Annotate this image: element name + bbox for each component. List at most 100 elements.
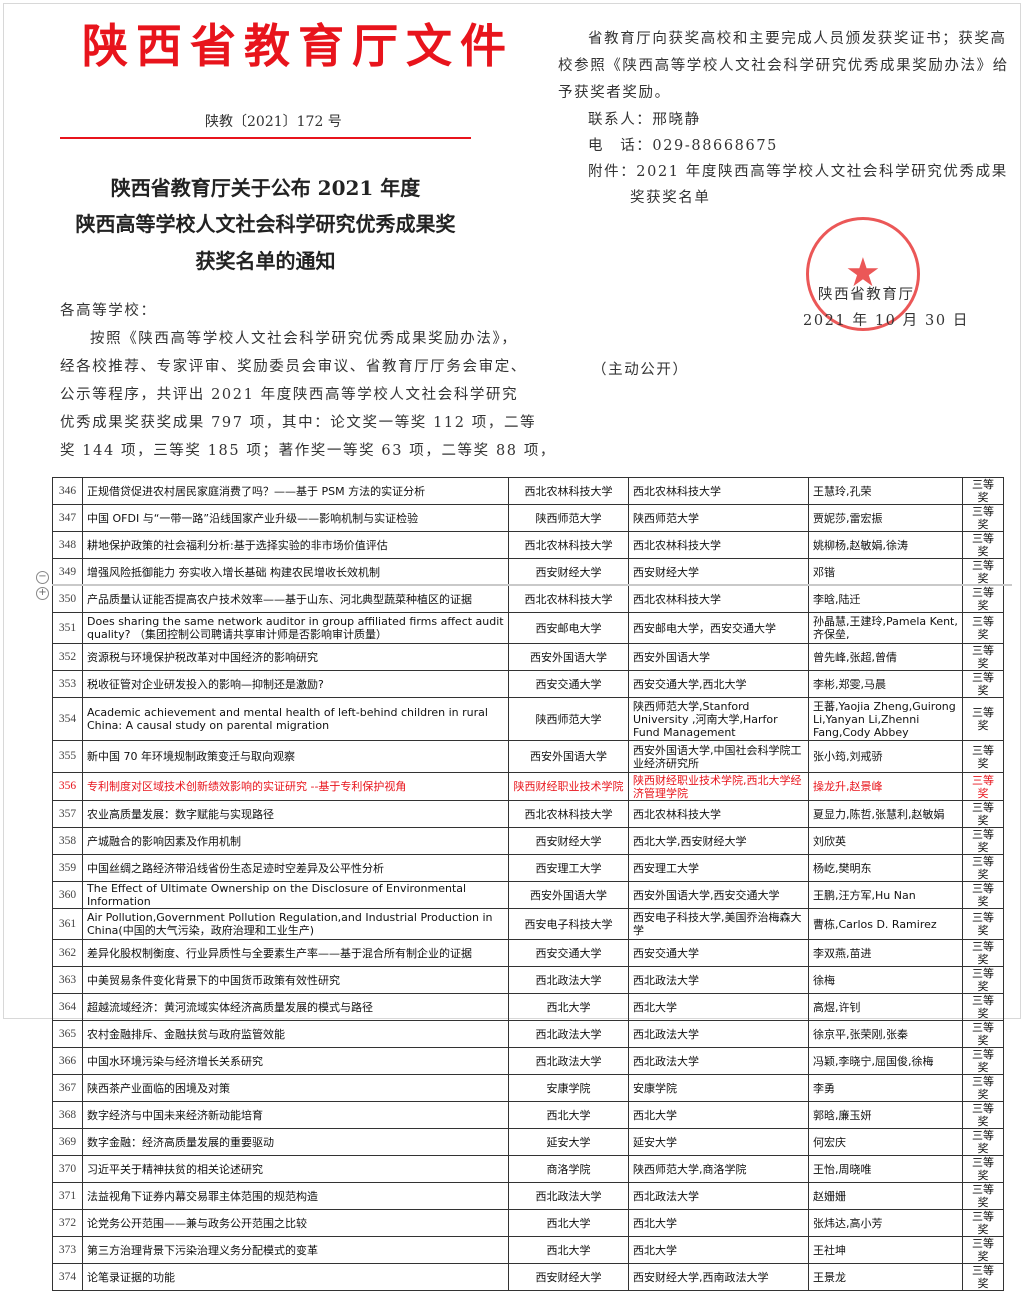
attachment-line: 附件：2021 年度陕西高等学校人文社会科学研究优秀成果 bbox=[588, 164, 1008, 180]
row-number: 373 bbox=[52, 1236, 83, 1264]
row-authors: 刘欣英 bbox=[808, 827, 963, 855]
row-authors: 姚柳杨,赵敏娟,徐涛 bbox=[808, 531, 963, 559]
row-school: 西北农林科技大学 bbox=[508, 477, 629, 505]
row-number: 370 bbox=[52, 1155, 83, 1183]
right-body-line: 校参照《陕西高等学校人文社会科学研究优秀成果奖励办法》给 bbox=[558, 58, 1009, 74]
row-units: 西北农林科技大学 bbox=[628, 585, 809, 613]
table-row: 361 Air Pollution,Government Pollution Re… bbox=[52, 908, 1004, 940]
row-units: 西安电子科技大学,美国乔治梅森大学 bbox=[628, 908, 809, 940]
table-row: 356 专利制度对区域技术创新绩效影响的实证研究 --基于专利保护视角 陕西财经职业… bbox=[52, 772, 1004, 801]
document-header-title: 陕西省教育厅文件 bbox=[82, 19, 514, 73]
table-row: 369 数字金融：经济高质量发展的重要驱动 延安大学 延安大学 何宏庆 三等奖 bbox=[52, 1128, 1004, 1156]
row-award: 三等奖 bbox=[962, 1128, 1004, 1156]
row-title: 正规借贷促进农村居民家庭消费了吗？——基于 PSM 方法的实证分析 bbox=[82, 477, 509, 505]
row-authors: 贾妮莎,雷宏振 bbox=[808, 504, 963, 532]
table-row: 362 差异化股权制衡度、行业异质性与全要素生产率——基于混合所有制企业的证据 西安… bbox=[52, 939, 1004, 967]
row-school: 西安理工大学 bbox=[508, 854, 629, 882]
row-authors: 冯颖,李晓宁,屈国俊,徐梅 bbox=[808, 1047, 963, 1075]
row-award: 三等奖 bbox=[962, 1020, 1004, 1048]
row-title: 陕西茶产业面临的困境及对策 bbox=[82, 1074, 509, 1102]
body-line: 奖 144 项，三等奖 185 项；著作奖一等奖 63 项，二等奖 88 项， bbox=[60, 443, 557, 459]
table-row: 353 税收征管对企业研发投入的影响—抑制还是激励? 西安交通大学 西安交通大学,西北… bbox=[52, 670, 1004, 698]
row-school: 西北农林科技大学 bbox=[508, 800, 629, 828]
disclosure-label: （主动公开） bbox=[592, 362, 689, 378]
row-award: 三等奖 bbox=[962, 800, 1004, 828]
row-title: 法益视角下证券内幕交易罪主体范围的规范构造 bbox=[82, 1182, 509, 1210]
row-title: 中国丝绸之路经济带沿线省份生态足迹时空差异及公平性分析 bbox=[82, 854, 509, 882]
row-award: 三等奖 bbox=[962, 1101, 1004, 1129]
row-number: 354 bbox=[52, 697, 83, 741]
table-row: 371 法益视角下证券内幕交易罪主体范围的规范构造 西北政法大学 西北政法大学 赵姗姗三… bbox=[52, 1182, 1004, 1210]
row-number: 353 bbox=[52, 670, 83, 698]
row-school: 西安邮电大学 bbox=[508, 612, 629, 644]
table-row: 367 陕西茶产业面临的困境及对策 安康学院 安康学院 李勇 三等奖 bbox=[52, 1074, 1004, 1102]
table-row: 355 新中国 70 年环境规制政策变迁与取向观察 西安外国语大学 西安外国语大学,中… bbox=[52, 740, 1004, 773]
row-number: 358 bbox=[52, 827, 83, 855]
row-school: 西北农林科技大学 bbox=[508, 531, 629, 559]
row-school: 安康学院 bbox=[508, 1074, 629, 1102]
row-authors: 王社坤 bbox=[808, 1236, 963, 1264]
row-school: 西安外国语大学 bbox=[508, 643, 629, 671]
row-award: 三等奖 bbox=[962, 1155, 1004, 1183]
row-title: The Effect of Ultimate Ownership on the … bbox=[82, 881, 509, 909]
row-number: 356 bbox=[52, 772, 83, 801]
row-title: 第三方治理背景下污染治理义务分配模式的变革 bbox=[82, 1236, 509, 1264]
row-authors: 孙晶慧,王建玲,Pamela Kent,齐保垒, bbox=[808, 612, 963, 644]
row-authors: 李晗,陆迁 bbox=[808, 585, 963, 613]
row-number: 352 bbox=[52, 643, 83, 671]
row-school: 西北大学 bbox=[508, 1209, 629, 1237]
row-title: 差异化股权制衡度、行业异质性与全要素生产率——基于混合所有制企业的证据 bbox=[82, 939, 509, 967]
signature-date: 2021 年 10 月 30 日 bbox=[803, 313, 969, 329]
row-units: 西北农林科技大学 bbox=[628, 477, 809, 505]
document-number: 陕教〔2021〕172 号 bbox=[205, 114, 342, 130]
row-school: 延安大学 bbox=[508, 1128, 629, 1156]
row-title: 农业高质量发展：数字赋能与实现路径 bbox=[82, 800, 509, 828]
row-number: 346 bbox=[52, 477, 83, 505]
row-authors: 张炜达,高小芳 bbox=[808, 1209, 963, 1237]
row-units: 西安理工大学 bbox=[628, 854, 809, 882]
collapse-icon[interactable]: − bbox=[36, 571, 49, 584]
row-title: 新中国 70 年环境规制政策变迁与取向观察 bbox=[82, 740, 509, 773]
row-title: 增强风险抵御能力 夯实收入增长基础 构建农民增收长效机制 bbox=[82, 558, 509, 586]
row-award: 三等奖 bbox=[962, 1182, 1004, 1210]
row-school: 西安电子科技大学 bbox=[508, 908, 629, 940]
row-authors: 杨屹,樊明东 bbox=[808, 854, 963, 882]
row-school: 西北大学 bbox=[508, 993, 629, 1021]
row-units: 西安交通大学,西北大学 bbox=[628, 670, 809, 698]
table-row: 348 耕地保护政策的社会福利分析:基于选择实验的非市场价值评估 西北农林科技大学西… bbox=[52, 531, 1004, 559]
row-title: 超越流域经济：黄河流域实体经济高质量发展的模式与路径 bbox=[82, 993, 509, 1021]
row-units: 陕西师范大学,Stanford University ,河南大学,Harfor … bbox=[628, 697, 809, 741]
row-school: 西安交通大学 bbox=[508, 939, 629, 967]
row-authors: 曾先峰,张超,曾倩 bbox=[808, 643, 963, 671]
body-line: 优秀成果奖获奖成果 797 项，其中：论文奖一等奖 112 项，二等 bbox=[60, 415, 537, 431]
row-school: 西北大学 bbox=[508, 1101, 629, 1129]
row-award: 三等奖 bbox=[962, 612, 1004, 644]
row-number: 355 bbox=[52, 740, 83, 773]
table-row: 370 习近平关于精神扶贫的相关论述研究 商洛学院 陕西师范大学,商洛学院 王怡,周晓唯… bbox=[52, 1155, 1004, 1183]
table-row: 363 中美贸易条件变化背景下的中国货币政策有效性研究 西北政法大学 西北政法大学 徐梅… bbox=[52, 966, 1004, 994]
row-title: 税收征管对企业研发投入的影响—抑制还是激励? bbox=[82, 670, 509, 698]
row-school: 西北农林科技大学 bbox=[508, 585, 629, 613]
row-award: 三等奖 bbox=[962, 1209, 1004, 1237]
row-title: 资源税与环境保护税改革对中国经济的影响研究 bbox=[82, 643, 509, 671]
row-award: 三等奖 bbox=[962, 1263, 1004, 1291]
row-award: 三等奖 bbox=[962, 585, 1004, 613]
expand-icon[interactable]: + bbox=[36, 587, 49, 600]
row-school: 西安财经大学 bbox=[508, 827, 629, 855]
row-number: 347 bbox=[52, 504, 83, 532]
table-row: 349 增强风险抵御能力 夯实收入增长基础 构建农民增收长效机制 西安财经大学 西安财… bbox=[52, 558, 1004, 586]
row-number: 359 bbox=[52, 854, 83, 882]
body-line: 经各校推荐、专家评审、奖励委员会审议、省教育厅厅务会审定、 bbox=[60, 359, 527, 375]
row-school: 陕西师范大学 bbox=[508, 504, 629, 532]
row-award: 三等奖 bbox=[962, 854, 1004, 882]
body-line: 公示等程序，共评出 2021 年度陕西高等学校人文社会科学研究 bbox=[60, 387, 519, 403]
row-title: 中国 OFDI 与“一带一路”沿线国家产业升级——影响机制与实证检验 bbox=[82, 504, 509, 532]
row-units: 西安邮电大学，西安交通大学 bbox=[628, 612, 809, 644]
row-units: 西安外国语大学,中国社会科学院工业经济研究所 bbox=[628, 740, 809, 773]
row-award: 三等奖 bbox=[962, 939, 1004, 967]
row-award: 三等奖 bbox=[962, 908, 1004, 940]
table-row: 372 论党务公开范围——兼与政务公开范围之比较 西北大学 西北大学 张炜达,高小芳 三等… bbox=[52, 1209, 1004, 1237]
row-number: 360 bbox=[52, 881, 83, 909]
row-school: 西安交通大学 bbox=[508, 670, 629, 698]
row-school: 西北大学 bbox=[508, 1236, 629, 1264]
